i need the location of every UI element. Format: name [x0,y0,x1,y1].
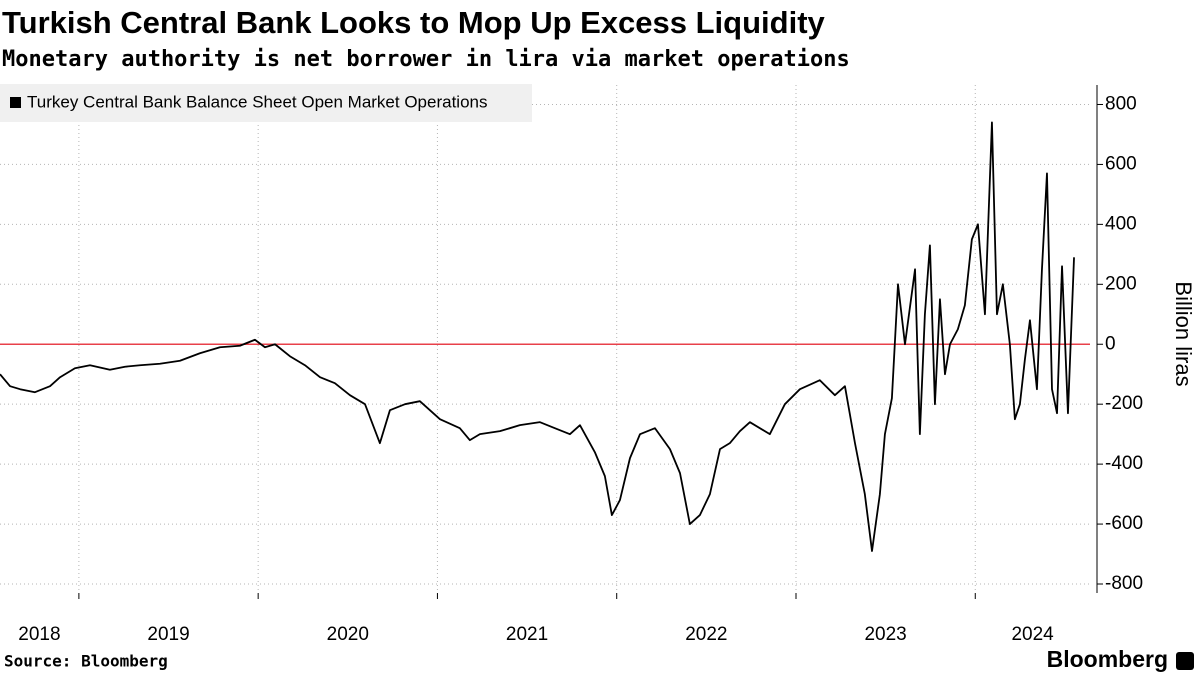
legend-swatch [10,97,21,108]
y-axis-label: Billion liras [1171,281,1196,386]
x-tick-label: 2024 [1011,624,1054,645]
y-tick-label: 400 [1105,213,1137,234]
series-line [0,121,1075,552]
y-tick-label: 0 [1105,333,1116,354]
y-tick-label: -200 [1105,393,1143,414]
chart-subtitle: Monetary authority is net borrower in li… [2,47,850,72]
y-tick-label: -800 [1105,573,1143,594]
y-tick-label: 800 [1105,93,1137,114]
source: Source: Bloomberg [4,652,168,671]
legend-label: Turkey Central Bank Balance Sheet Open M… [27,92,488,111]
x-tick-label: 2020 [327,624,369,645]
x-tick-label: 2021 [506,624,548,645]
x-tick-label: 2019 [147,624,189,645]
y-tick-label: 200 [1105,273,1137,294]
legend-box [0,84,532,122]
y-tick-label: -600 [1105,513,1143,534]
x-tick-label: 2022 [685,624,727,645]
x-tick-label: 2018 [18,624,60,645]
y-tick-label: -400 [1105,453,1143,474]
logo-icon [1176,652,1194,670]
y-tick-label: 600 [1105,153,1137,174]
logo: Bloomberg [1047,646,1168,672]
chart-title: Turkish Central Bank Looks to Mop Up Exc… [2,5,826,40]
x-tick-label: 2023 [864,624,906,645]
